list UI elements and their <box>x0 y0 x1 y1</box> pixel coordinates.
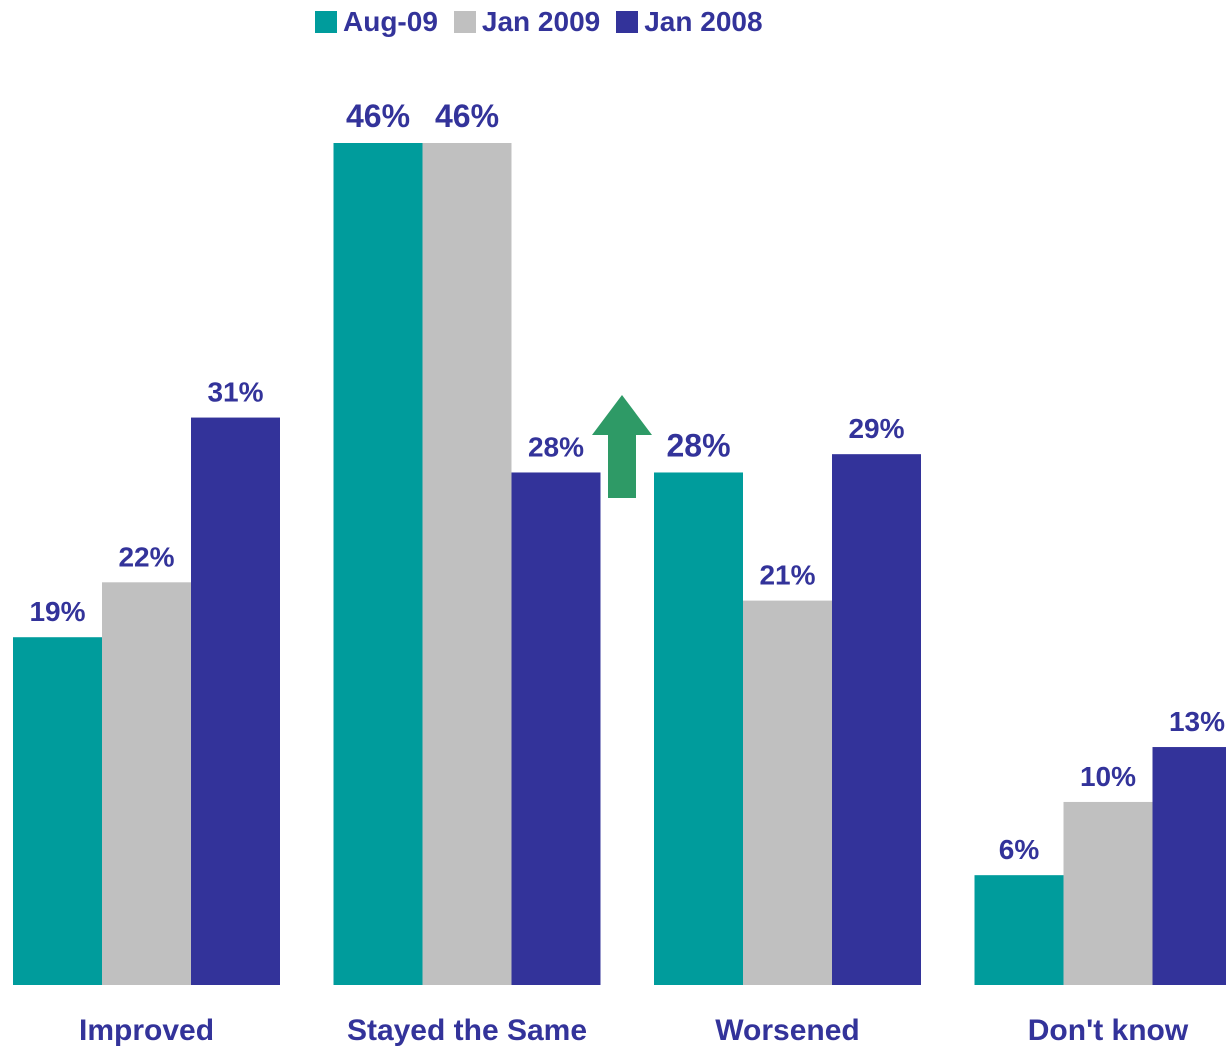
bars-group <box>13 143 1226 986</box>
value-label-stayed-the-same-jan-2009: 46% <box>435 98 499 134</box>
bar-worsened-jan-2008 <box>832 454 921 985</box>
bar-improved-jan-2009 <box>102 582 191 985</box>
bar-don-t-know-jan-2008 <box>1152 747 1226 985</box>
bar-stayed-the-same-aug-09 <box>333 143 423 985</box>
value-label-improved-jan-2008: 31% <box>207 377 263 408</box>
bar-don-t-know-jan-2009 <box>1063 801 1153 985</box>
bar-stayed-the-same-jan-2009 <box>422 143 512 985</box>
value-label-stayed-the-same-aug-09: 46% <box>346 98 410 134</box>
value-label-don-t-know-jan-2009: 10% <box>1080 761 1136 792</box>
bar-stayed-the-same-jan-2008 <box>511 472 601 985</box>
bar-worsened-jan-2009 <box>743 600 832 985</box>
bar-worsened-aug-09 <box>654 472 743 985</box>
up-arrow-icon <box>592 395 652 498</box>
legend-swatch-jan-2008 <box>616 11 639 33</box>
bar-improved-jan-2008 <box>191 417 280 986</box>
bar-improved-aug-09 <box>13 637 102 985</box>
bar-don-t-know-aug-09 <box>974 875 1064 985</box>
category-labels-group: Improved Stayed the Same Worsened Don't kno… <box>79 1014 1189 1047</box>
value-label-don-t-know-aug-09: 6% <box>999 834 1040 865</box>
legend: Aug-09 Jan 2009 Jan 2008 <box>315 6 779 38</box>
legend-item-jan-2008: Jan 2008 <box>616 6 763 38</box>
value-labels-group: 19% 22% 31% 46% 46% 28% 28% 21% 29% 6% 10% 13% <box>29 98 1225 865</box>
legend-item-aug-09: Aug-09 <box>315 6 438 38</box>
value-label-worsened-jan-2009: 21% <box>759 560 815 591</box>
annotation-group <box>592 395 652 498</box>
category-label-don-t-know: Don't know <box>1028 1014 1189 1047</box>
legend-label-aug-09: Aug-09 <box>343 6 438 37</box>
value-label-stayed-the-same-jan-2008: 28% <box>528 431 584 462</box>
legend-swatch-aug-09 <box>315 11 337 33</box>
legend-swatch-jan-2009 <box>453 11 476 33</box>
category-label-stayed-the-same: Stayed the Same <box>347 1014 587 1047</box>
value-label-improved-jan-2009: 22% <box>118 541 174 572</box>
value-label-worsened-aug-09: 28% <box>666 427 730 463</box>
category-label-worsened: Worsened <box>715 1014 859 1047</box>
legend-label-jan-2009: Jan 2009 <box>481 6 601 37</box>
category-label-improved: Improved <box>79 1014 214 1047</box>
value-label-improved-aug-09: 19% <box>29 596 85 627</box>
legend-label-jan-2008: Jan 2008 <box>644 6 763 37</box>
value-label-don-t-know-jan-2008: 13% <box>1169 706 1225 737</box>
legend-item-jan-2009: Jan 2009 <box>453 6 601 38</box>
value-label-worsened-jan-2008: 29% <box>848 413 904 444</box>
